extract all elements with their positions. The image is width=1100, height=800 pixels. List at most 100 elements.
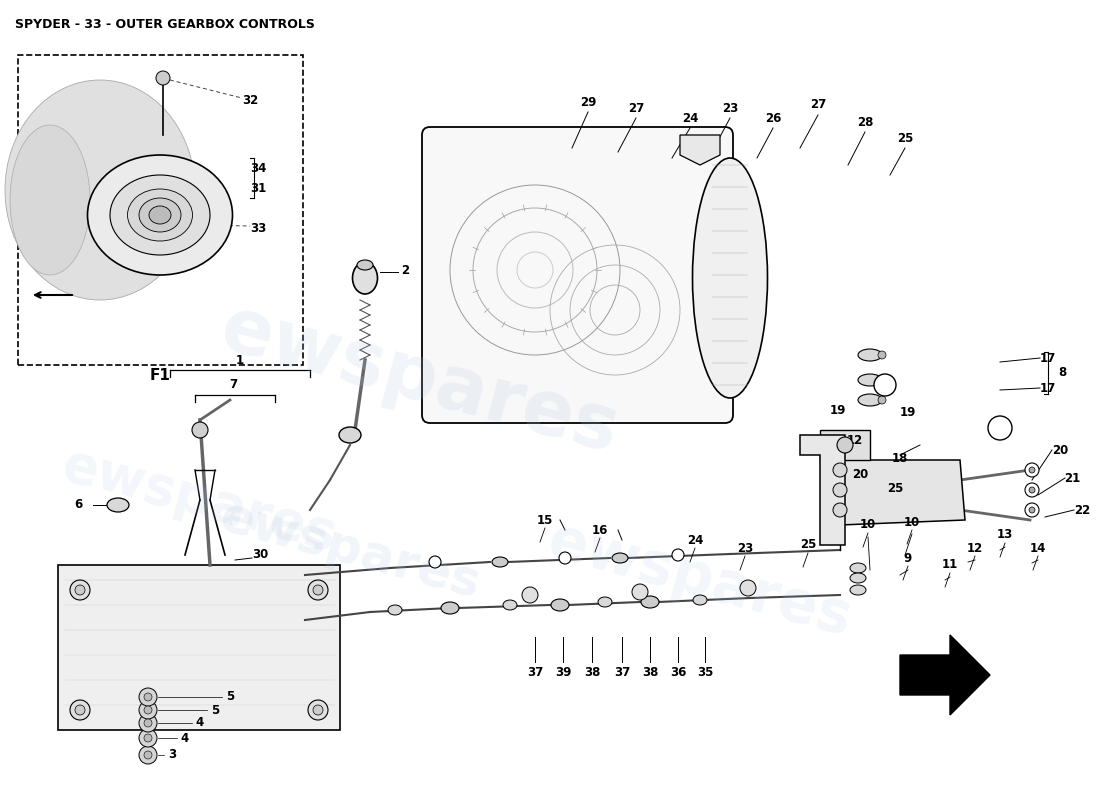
Text: 13: 13 [997, 529, 1013, 542]
Text: 7: 7 [229, 378, 238, 391]
Text: 20: 20 [851, 469, 868, 482]
Circle shape [522, 587, 538, 603]
Ellipse shape [693, 595, 707, 605]
Polygon shape [840, 460, 965, 525]
Ellipse shape [148, 206, 170, 224]
Text: ewspares: ewspares [213, 291, 627, 469]
Text: 20: 20 [1052, 443, 1068, 457]
Circle shape [837, 437, 852, 453]
Circle shape [833, 503, 847, 517]
Circle shape [429, 556, 441, 568]
Ellipse shape [858, 394, 882, 406]
Ellipse shape [388, 605, 401, 615]
Text: 22: 22 [1074, 503, 1090, 517]
Ellipse shape [358, 260, 373, 270]
Circle shape [314, 705, 323, 715]
Circle shape [144, 734, 152, 742]
Polygon shape [800, 435, 845, 545]
Ellipse shape [612, 553, 628, 563]
Circle shape [1028, 487, 1035, 493]
Text: 15: 15 [537, 514, 553, 526]
Circle shape [308, 700, 328, 720]
Text: 10: 10 [904, 515, 920, 529]
Circle shape [833, 483, 847, 497]
Text: A: A [881, 380, 889, 390]
Circle shape [144, 719, 152, 727]
Text: 31: 31 [250, 182, 266, 194]
Circle shape [1028, 507, 1035, 513]
Circle shape [70, 580, 90, 600]
Circle shape [672, 549, 684, 561]
Text: 8: 8 [1058, 366, 1066, 378]
Ellipse shape [503, 600, 517, 610]
Text: 25: 25 [887, 482, 903, 494]
Ellipse shape [352, 262, 377, 294]
Circle shape [139, 729, 157, 747]
Text: 16: 16 [592, 523, 608, 537]
Text: 4: 4 [180, 731, 189, 745]
Text: F1: F1 [150, 367, 170, 382]
Text: 12: 12 [967, 542, 983, 554]
Circle shape [878, 376, 886, 384]
Ellipse shape [339, 427, 361, 443]
Text: 9: 9 [904, 551, 912, 565]
Ellipse shape [492, 557, 508, 567]
Circle shape [1025, 463, 1040, 477]
Ellipse shape [641, 596, 659, 608]
Circle shape [144, 751, 152, 759]
Circle shape [75, 705, 85, 715]
Text: 19: 19 [900, 406, 916, 418]
Ellipse shape [850, 585, 866, 595]
Circle shape [559, 552, 571, 564]
Circle shape [192, 422, 208, 438]
Text: 39: 39 [554, 666, 571, 678]
Text: 5: 5 [211, 703, 219, 717]
Polygon shape [58, 565, 340, 730]
Text: 36: 36 [670, 666, 686, 678]
Circle shape [139, 714, 157, 732]
Text: 10: 10 [860, 518, 876, 531]
Ellipse shape [551, 599, 569, 611]
Circle shape [1025, 503, 1040, 517]
Text: ewspares: ewspares [214, 492, 485, 608]
Text: 11: 11 [942, 558, 958, 571]
Text: ewspares: ewspares [57, 438, 343, 562]
Circle shape [144, 693, 152, 701]
Text: 21: 21 [1064, 471, 1080, 485]
Text: 29: 29 [580, 95, 596, 109]
Text: 32: 32 [242, 94, 258, 106]
Ellipse shape [10, 125, 90, 275]
Polygon shape [900, 635, 990, 715]
Circle shape [874, 374, 896, 396]
Circle shape [139, 701, 157, 719]
Circle shape [878, 396, 886, 404]
Text: A: A [997, 423, 1003, 433]
Ellipse shape [441, 602, 459, 614]
Ellipse shape [850, 563, 866, 573]
Text: 35: 35 [696, 666, 713, 678]
Text: 25: 25 [800, 538, 816, 551]
Text: 27: 27 [810, 98, 826, 111]
Ellipse shape [693, 158, 768, 398]
Circle shape [156, 71, 170, 85]
Text: 27: 27 [628, 102, 645, 114]
Polygon shape [820, 430, 870, 460]
Text: 17: 17 [1040, 351, 1056, 365]
Circle shape [139, 746, 157, 764]
Text: 14: 14 [1030, 542, 1046, 554]
Ellipse shape [598, 597, 612, 607]
Text: 6: 6 [74, 498, 82, 511]
Polygon shape [680, 135, 720, 165]
Text: 2: 2 [400, 263, 409, 277]
Text: 18: 18 [892, 451, 909, 465]
Text: 17: 17 [1040, 382, 1056, 394]
Text: 3: 3 [168, 749, 176, 762]
Text: 23: 23 [722, 102, 738, 114]
Text: 37: 37 [614, 666, 630, 678]
Ellipse shape [110, 175, 210, 255]
Text: 37: 37 [527, 666, 543, 678]
Circle shape [139, 688, 157, 706]
Text: SPYDER - 33 - OUTER GEARBOX CONTROLS: SPYDER - 33 - OUTER GEARBOX CONTROLS [15, 18, 315, 31]
Ellipse shape [6, 80, 195, 300]
Text: 34: 34 [250, 162, 266, 174]
